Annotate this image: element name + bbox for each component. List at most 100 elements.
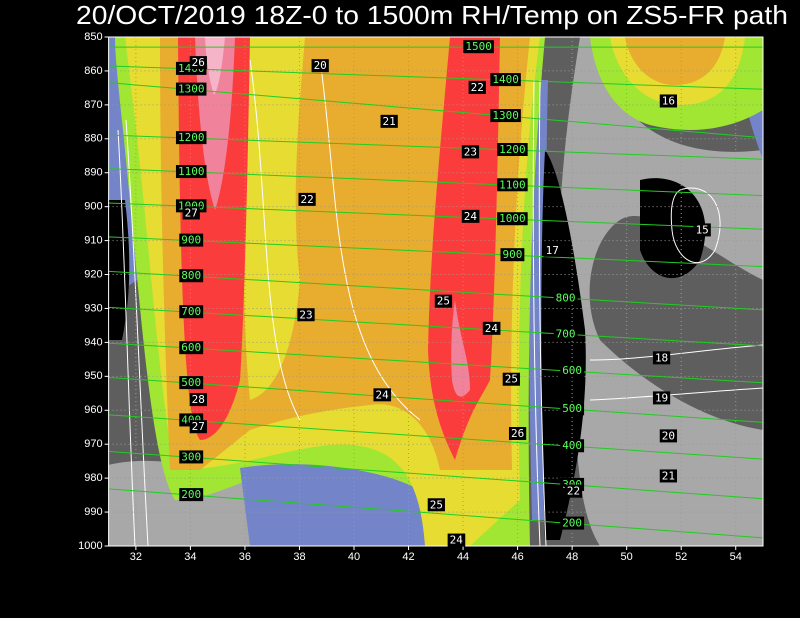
contour-label: 17 [546, 244, 559, 257]
y-tick-label: 970 [84, 438, 102, 450]
label-box [693, 223, 711, 237]
height-contour [108, 202, 764, 230]
rh-band [195, 37, 235, 210]
contour-label: 22 [300, 193, 313, 206]
y-tick-label: 980 [84, 472, 102, 484]
label-box [652, 351, 671, 365]
temp-contour [125, 119, 149, 546]
contour-label: 600 [181, 341, 201, 354]
height-contour [108, 82, 764, 139]
chart-title: 20/OCT/2019 18Z-0 to 1500m RH/Temp on ZS… [76, 0, 788, 30]
label-box [543, 243, 561, 257]
contour-label: 1300 [178, 83, 205, 96]
contour-label: 22 [471, 81, 484, 94]
label-box [380, 114, 398, 128]
rh-band [240, 464, 430, 546]
contour-label: 26 [192, 56, 205, 69]
y-tick-label: 910 [84, 235, 102, 247]
label-box [500, 248, 525, 262]
height-contour [108, 65, 764, 90]
contour-label: 23 [464, 145, 477, 158]
temp-contour [117, 129, 136, 546]
y-tick-label: 920 [84, 268, 102, 280]
contour-label: 20 [662, 429, 675, 442]
label-box [497, 212, 528, 226]
contour-label: 24 [450, 534, 464, 547]
height-contour [108, 270, 764, 311]
label-box [560, 516, 585, 530]
y-tick-label: 860 [84, 65, 102, 77]
rh-band [205, 37, 225, 95]
contour-label: 800 [181, 269, 201, 282]
contour-label: 21 [383, 115, 396, 128]
label-box [297, 308, 315, 322]
label-box [447, 533, 466, 547]
x-tick-label: 50 [621, 551, 633, 563]
height-contour [108, 306, 764, 347]
contour-label: 18 [655, 351, 668, 364]
height-contour [108, 236, 764, 268]
label-box [461, 145, 480, 159]
x-tick-label: 32 [130, 551, 142, 563]
y-tick-label: 900 [84, 201, 102, 213]
temp-contour [670, 187, 721, 263]
contour-label: 1100 [499, 178, 526, 191]
contour-label: 900 [181, 234, 201, 247]
y-tick-label: 880 [84, 133, 102, 145]
label-box [659, 469, 678, 483]
contour-label: 200 [181, 488, 201, 501]
contour-label: 400 [562, 439, 582, 452]
label-box [175, 82, 207, 96]
label-box [497, 178, 528, 192]
y-tick-label: 960 [84, 404, 102, 416]
y-tick-label: 1000 [78, 540, 102, 552]
temp-contour [319, 59, 421, 421]
contour-label: 900 [502, 248, 522, 261]
label-box [463, 40, 494, 54]
y-tick-label: 930 [84, 302, 102, 314]
contour-label: 22 [567, 485, 580, 498]
label-box [427, 498, 445, 512]
rh-band [243, 37, 305, 400]
label-box [482, 321, 501, 335]
overlay [108, 37, 764, 546]
label-box [468, 80, 486, 94]
temp-contours [117, 59, 764, 546]
label-box [189, 393, 207, 407]
x-tick-label: 38 [293, 551, 305, 563]
contour-label: 500 [562, 402, 582, 415]
contour-label: 19 [655, 391, 668, 404]
contour-label: 16 [662, 94, 675, 107]
rh-fill [108, 37, 764, 546]
label-box [659, 429, 678, 443]
label-box [652, 391, 671, 405]
label-box [461, 209, 480, 223]
x-tick-label: 34 [184, 551, 196, 563]
contour-label: 25 [430, 498, 443, 511]
label-box [560, 402, 585, 416]
label-box [434, 294, 453, 308]
label-box [490, 73, 521, 87]
contour-label: 25 [505, 373, 518, 386]
contour-label: 25 [437, 295, 450, 308]
contour-label: 20 [314, 59, 327, 72]
y-tick-label: 990 [84, 506, 102, 518]
label-box [179, 305, 204, 319]
contour-label: 1500 [465, 40, 492, 53]
label-box [373, 388, 392, 402]
contour-label: 1000 [499, 212, 526, 225]
y-tick-label: 950 [84, 370, 102, 382]
x-tick-label: 52 [675, 551, 687, 563]
contour-label: 21 [662, 469, 675, 482]
contour-label: 800 [556, 291, 576, 304]
x-tick-label: 46 [511, 551, 523, 563]
label-box [560, 439, 585, 453]
temp-contour [589, 387, 764, 401]
label-box [189, 56, 207, 70]
contour-label: 500 [181, 376, 201, 389]
contour-label: 1100 [178, 165, 205, 178]
height-contour [108, 168, 764, 197]
height-contour [108, 414, 764, 460]
height-contour [108, 488, 764, 539]
label-box [179, 488, 204, 502]
